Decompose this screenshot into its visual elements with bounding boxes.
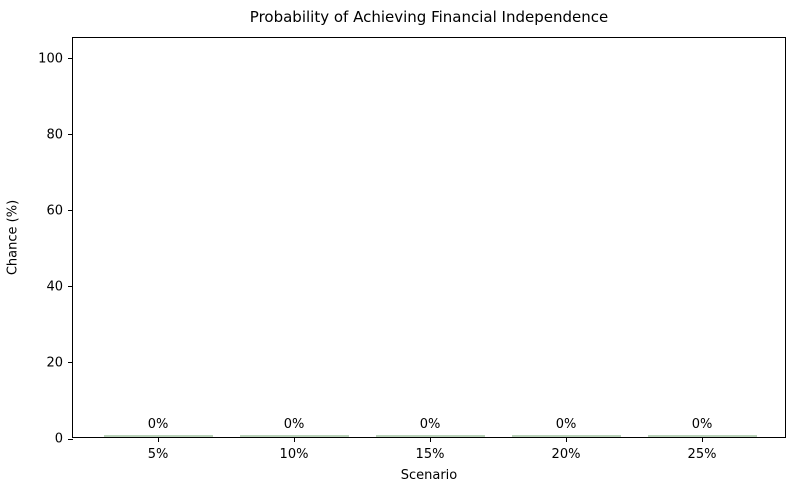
bar bbox=[103, 435, 213, 437]
y-tick-mark bbox=[68, 134, 73, 136]
y-tick-mark bbox=[68, 362, 73, 364]
x-axis-label: Scenario bbox=[400, 468, 458, 483]
bar-value-label: 0% bbox=[283, 417, 305, 432]
chart-title: Probability of Achieving Financial Indep… bbox=[249, 8, 609, 26]
bar-value-label: 0% bbox=[147, 417, 169, 432]
bar bbox=[647, 435, 757, 437]
bar-value-label: 0% bbox=[691, 417, 713, 432]
y-tick-mark bbox=[68, 210, 73, 212]
x-tick-label: 25% bbox=[687, 447, 717, 462]
y-tick-label: 100 bbox=[38, 51, 63, 67]
x-tick-label: 5% bbox=[147, 447, 169, 462]
x-tick-label: 15% bbox=[415, 447, 445, 462]
y-tick-mark bbox=[68, 286, 73, 288]
y-tick-mark bbox=[68, 58, 73, 60]
y-tick-label: 40 bbox=[46, 279, 63, 295]
y-axis-label: Chance (%) bbox=[5, 199, 21, 276]
x-tick-mark bbox=[565, 437, 567, 442]
y-tick-label: 20 bbox=[46, 355, 63, 371]
y-tick-label: 60 bbox=[46, 203, 63, 219]
y-tick-mark bbox=[68, 438, 73, 440]
x-tick-mark bbox=[701, 437, 703, 442]
bar bbox=[375, 435, 485, 437]
x-tick-mark bbox=[293, 437, 295, 442]
bar-value-label: 0% bbox=[555, 417, 577, 432]
x-tick-mark bbox=[157, 437, 159, 442]
x-tick-label: 10% bbox=[279, 447, 309, 462]
bar-value-label: 0% bbox=[419, 417, 441, 432]
bar bbox=[239, 435, 349, 437]
x-tick-label: 20% bbox=[551, 447, 581, 462]
x-tick-mark bbox=[429, 437, 431, 442]
bar bbox=[511, 435, 621, 437]
y-tick-label: 80 bbox=[46, 127, 63, 143]
y-tick-label: 0 bbox=[54, 431, 63, 447]
plot-area: 0 20 40 60 80 100 5% 0% 10% 0% 15% 0% 20% 0% 25% 0% bbox=[38, 37, 786, 462]
